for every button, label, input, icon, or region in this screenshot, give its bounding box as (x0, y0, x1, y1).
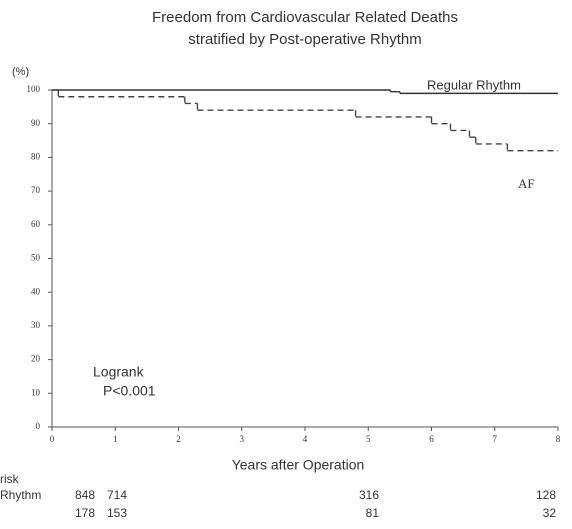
y-tick-label: 90 (31, 118, 41, 128)
x-tick-label: 8 (556, 434, 561, 444)
risk-title: risk (0, 472, 20, 486)
risk-count: 153 (107, 506, 127, 520)
x-tick-label: 4 (303, 434, 308, 444)
y-axis-label: (%) (12, 66, 29, 78)
x-tick-label: 0 (50, 434, 55, 444)
series-label: AF (518, 176, 535, 191)
annotation: P<0.001 (103, 383, 156, 399)
risk-count: 316 (359, 488, 379, 502)
x-axis-label: Years after Operation (232, 457, 365, 473)
x-tick-label: 7 (493, 434, 498, 444)
annotation: Logrank (93, 364, 145, 380)
risk-count: 128 (536, 488, 556, 502)
y-tick-label: 50 (31, 253, 41, 263)
y-tick-label: 60 (31, 219, 41, 229)
y-tick-label: 20 (31, 354, 41, 364)
y-tick-label: 0 (36, 421, 41, 431)
y-tick-label: 30 (31, 320, 41, 330)
risk-count: 848 (75, 488, 95, 502)
risk-count: 32 (543, 506, 557, 520)
x-tick-label: 3 (240, 434, 245, 444)
chart-title: Freedom from Cardiovascular Related Deat… (152, 9, 458, 26)
y-tick-label: 10 (31, 387, 41, 397)
series-label: Regular Rhythm (427, 77, 521, 92)
chart-subtitle: stratified by Post-operative Rhythm (188, 31, 421, 48)
x-tick-label: 6 (429, 434, 434, 444)
x-tick-label: 1 (113, 434, 118, 444)
y-tick-label: 100 (27, 84, 41, 94)
risk-row-label: Rhythm (0, 488, 41, 502)
x-tick-label: 5 (366, 434, 371, 444)
risk-count: 178 (75, 506, 95, 520)
risk-count: 714 (107, 488, 127, 502)
x-tick-label: 2 (176, 434, 181, 444)
y-tick-label: 70 (31, 185, 41, 195)
y-tick-label: 80 (31, 151, 41, 161)
risk-count: 81 (366, 506, 380, 520)
y-tick-label: 40 (31, 286, 41, 296)
